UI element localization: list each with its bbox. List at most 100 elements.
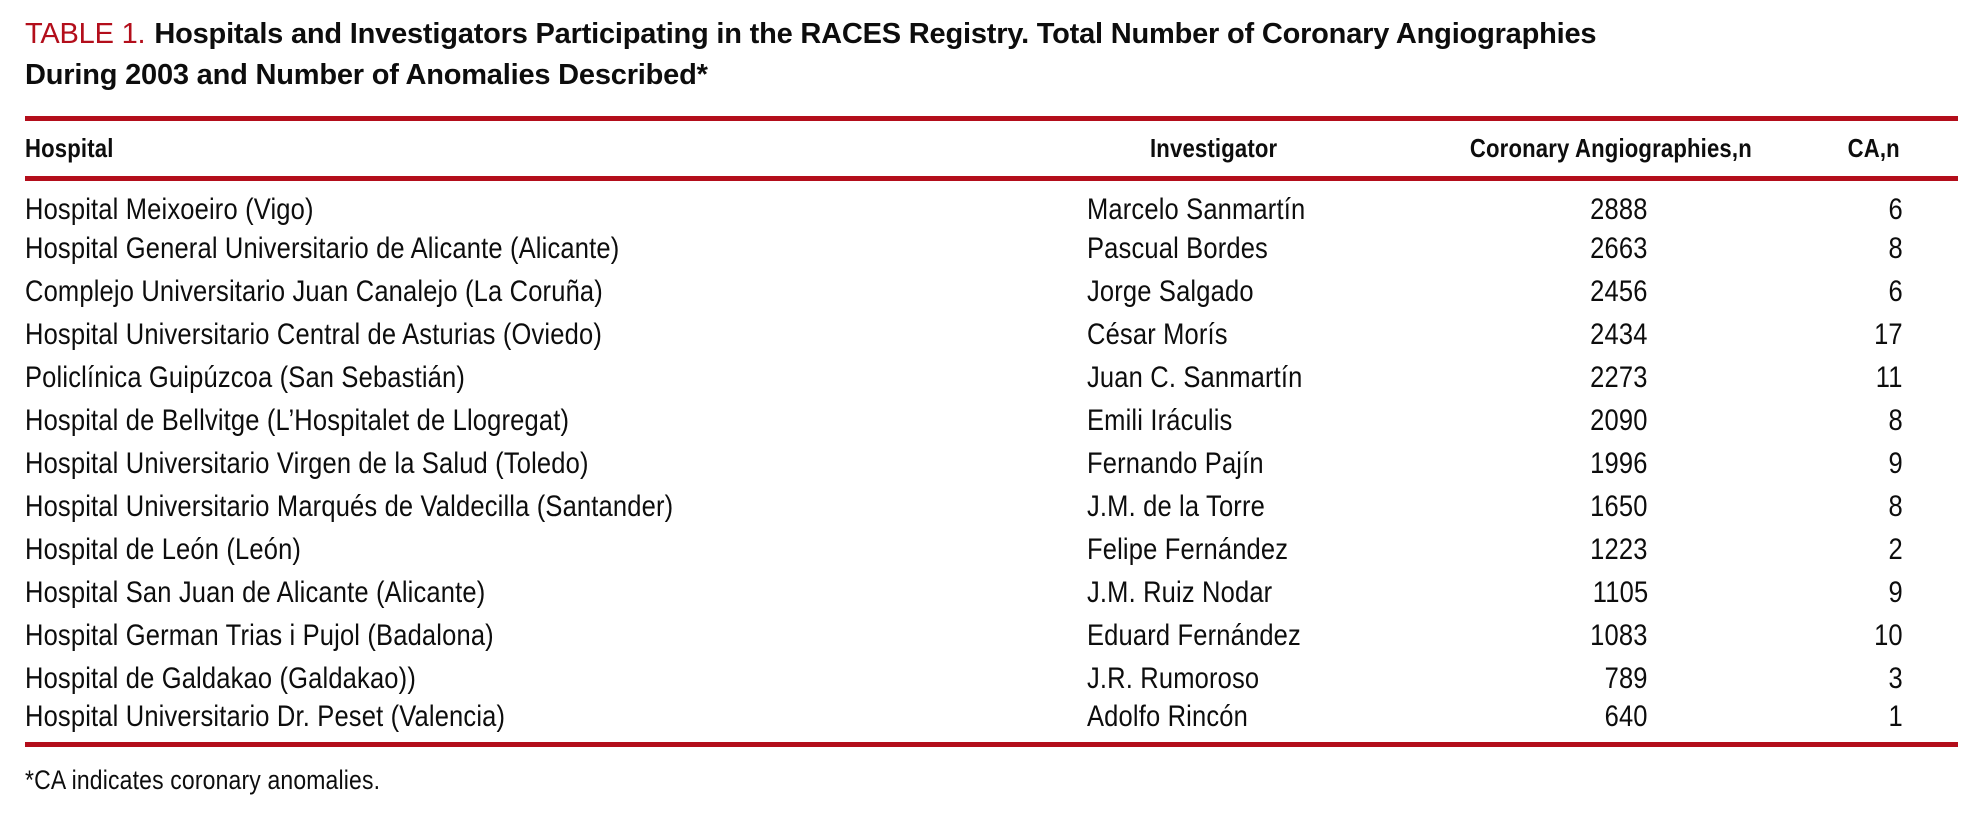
investigator-name: J.R. Rumoroso <box>1087 661 1260 695</box>
investigator-name: Jorge Salgado <box>1087 274 1254 308</box>
hospital-name: Hospital de Galdakao (Galdakao)) <box>25 661 416 695</box>
investigator-name: Fernando Pajín <box>1087 446 1264 480</box>
angiographies-count: 2273 <box>1590 360 1648 394</box>
ca-cell: 3 <box>1775 657 1958 700</box>
hospital-name: Hospital San Juan de Alicante (Alicante) <box>25 575 486 609</box>
angiographies-cell: 1083 <box>1445 614 1775 657</box>
hospital-name: Complejo Universitario Juan Canalejo (La… <box>25 274 603 308</box>
ca-count: 2 <box>1888 532 1903 566</box>
investigator-cell: Fernando Pajín <box>1087 442 1445 485</box>
ca-count: 6 <box>1888 274 1903 308</box>
angiographies-cell: 1650 <box>1445 485 1775 528</box>
table-footnote: *CA indicates coronary anomalies. <box>25 765 1958 796</box>
investigator-name: Pascual Bordes <box>1087 231 1268 265</box>
hospital-cell: Hospital de Bellvitge (L’Hospitalet de L… <box>25 399 1087 442</box>
ca-cell: 1 <box>1775 700 1958 745</box>
angiographies-count: 2456 <box>1590 274 1648 308</box>
angiographies-count: 2434 <box>1590 317 1648 351</box>
hospital-name: Hospital Universitario Central de Asturi… <box>25 317 602 351</box>
ca-cell: 2 <box>1775 528 1958 571</box>
ca-cell: 8 <box>1775 227 1958 270</box>
angiographies-cell: 2090 <box>1445 399 1775 442</box>
angiographies-cell: 1996 <box>1445 442 1775 485</box>
ca-cell: 8 <box>1775 485 1958 528</box>
investigator-cell: Pascual Bordes <box>1087 227 1445 270</box>
hospital-name: Hospital Universitario Virgen de la Salu… <box>25 446 589 480</box>
ca-count: 10 <box>1874 618 1903 652</box>
investigator-name: Emili Iráculis <box>1087 403 1233 437</box>
investigator-name: J.M. Ruiz Nodar <box>1087 575 1273 609</box>
ca-count: 11 <box>1876 360 1903 394</box>
hospital-cell: Hospital Universitario Central de Asturi… <box>25 313 1087 356</box>
table-row: Hospital de Galdakao (Galdakao)) J.R. Ru… <box>25 657 1958 700</box>
angiographies-cell: 2273 <box>1445 356 1775 399</box>
table-row: Policlínica Guipúzcoa (San Sebastián) Ju… <box>25 356 1958 399</box>
investigator-cell: Eduard Fernández <box>1087 614 1445 657</box>
ca-count: 1 <box>1888 700 1903 733</box>
table-number-label: TABLE 1. <box>25 18 146 50</box>
investigator-name: Juan C. Sanmartín <box>1087 360 1303 394</box>
ca-count: 8 <box>1888 489 1903 523</box>
angiographies-count: 640 <box>1604 700 1648 733</box>
ca-count: 17 <box>1874 317 1903 351</box>
investigator-name: Marcelo Sanmartín <box>1087 193 1306 226</box>
table-row: Hospital de Bellvitge (L’Hospitalet de L… <box>25 399 1958 442</box>
investigator-cell: Juan C. Sanmartín <box>1087 356 1445 399</box>
table-row: Hospital San Juan de Alicante (Alicante)… <box>25 571 1958 614</box>
ca-cell: 9 <box>1775 442 1958 485</box>
hospital-name: Policlínica Guipúzcoa (San Sebastián) <box>25 360 466 394</box>
investigator-name: César Morís <box>1087 317 1228 351</box>
hospital-cell: Hospital Universitario Dr. Peset (Valenc… <box>25 700 1087 745</box>
hospital-cell: Hospital Universitario Virgen de la Salu… <box>25 442 1087 485</box>
investigator-name: Adolfo Rincón <box>1087 700 1248 733</box>
angiographies-count: 2090 <box>1590 403 1648 437</box>
angiographies-cell: 1223 <box>1445 528 1775 571</box>
angiographies-count: 1650 <box>1590 489 1648 523</box>
ca-cell: 6 <box>1775 179 1958 228</box>
ca-count: 3 <box>1888 661 1903 695</box>
table-row: Hospital de León (León) Felipe Fernández… <box>25 528 1958 571</box>
table-row: Hospital General Universitario de Alican… <box>25 227 1958 270</box>
col-header-ca-label: CA,n <box>1847 133 1900 163</box>
angiographies-count: 1223 <box>1590 532 1648 566</box>
hospital-name: Hospital Meixoeiro (Vigo) <box>25 193 314 226</box>
hospital-name: Hospital German Trias i Pujol (Badalona) <box>25 618 494 652</box>
angiographies-cell: 2888 <box>1445 179 1775 228</box>
angiographies-count: 2663 <box>1590 231 1648 265</box>
investigator-cell: J.M. de la Torre <box>1087 485 1445 528</box>
angiographies-count: 2888 <box>1590 193 1648 226</box>
investigator-name: J.M. de la Torre <box>1087 489 1265 523</box>
table-row: Complejo Universitario Juan Canalejo (La… <box>25 270 1958 313</box>
col-header-investigator: Investigator <box>1087 119 1445 179</box>
angiographies-cell: 640 <box>1445 700 1775 745</box>
footnote-text: *CA indicates coronary anomalies. <box>25 765 381 795</box>
investigator-cell: Adolfo Rincón <box>1087 700 1445 745</box>
hospital-cell: Hospital de León (León) <box>25 528 1087 571</box>
races-registry-table: Hospital Investigator Coronary Angiograp… <box>25 116 1958 747</box>
investigator-cell: Jorge Salgado <box>1087 270 1445 313</box>
ca-count: 6 <box>1888 193 1903 226</box>
col-header-investigator-label: Investigator <box>1150 133 1278 163</box>
angiographies-cell: 1105 <box>1445 571 1775 614</box>
table-caption: TABLE 1. Hospitals and Investigators Part… <box>25 14 1665 96</box>
ca-cell: 11 <box>1775 356 1958 399</box>
hospital-cell: Policlínica Guipúzcoa (San Sebastián) <box>25 356 1087 399</box>
col-header-angiographies-label: Coronary Angiographies,n <box>1469 133 1752 163</box>
ca-cell: 10 <box>1775 614 1958 657</box>
ca-count: 9 <box>1888 575 1903 609</box>
hospital-name: Hospital de León (León) <box>25 532 302 566</box>
angiographies-cell: 2434 <box>1445 313 1775 356</box>
investigator-cell: Felipe Fernández <box>1087 528 1445 571</box>
hospital-cell: Hospital German Trias i Pujol (Badalona) <box>25 614 1087 657</box>
hospital-cell: Hospital General Universitario de Alican… <box>25 227 1087 270</box>
hospital-cell: Hospital San Juan de Alicante (Alicante) <box>25 571 1087 614</box>
ca-cell: 17 <box>1775 313 1958 356</box>
angiographies-count: 1105 <box>1592 575 1648 609</box>
table-title: Hospitals and Investigators Participatin… <box>25 18 1597 91</box>
ca-cell: 8 <box>1775 399 1958 442</box>
investigator-cell: Marcelo Sanmartín <box>1087 179 1445 228</box>
hospital-cell: Hospital de Galdakao (Galdakao)) <box>25 657 1087 700</box>
table-row: Hospital Universitario Virgen de la Salu… <box>25 442 1958 485</box>
header-row: Hospital Investigator Coronary Angiograp… <box>25 118 1958 179</box>
angiographies-count: 1996 <box>1590 446 1648 480</box>
